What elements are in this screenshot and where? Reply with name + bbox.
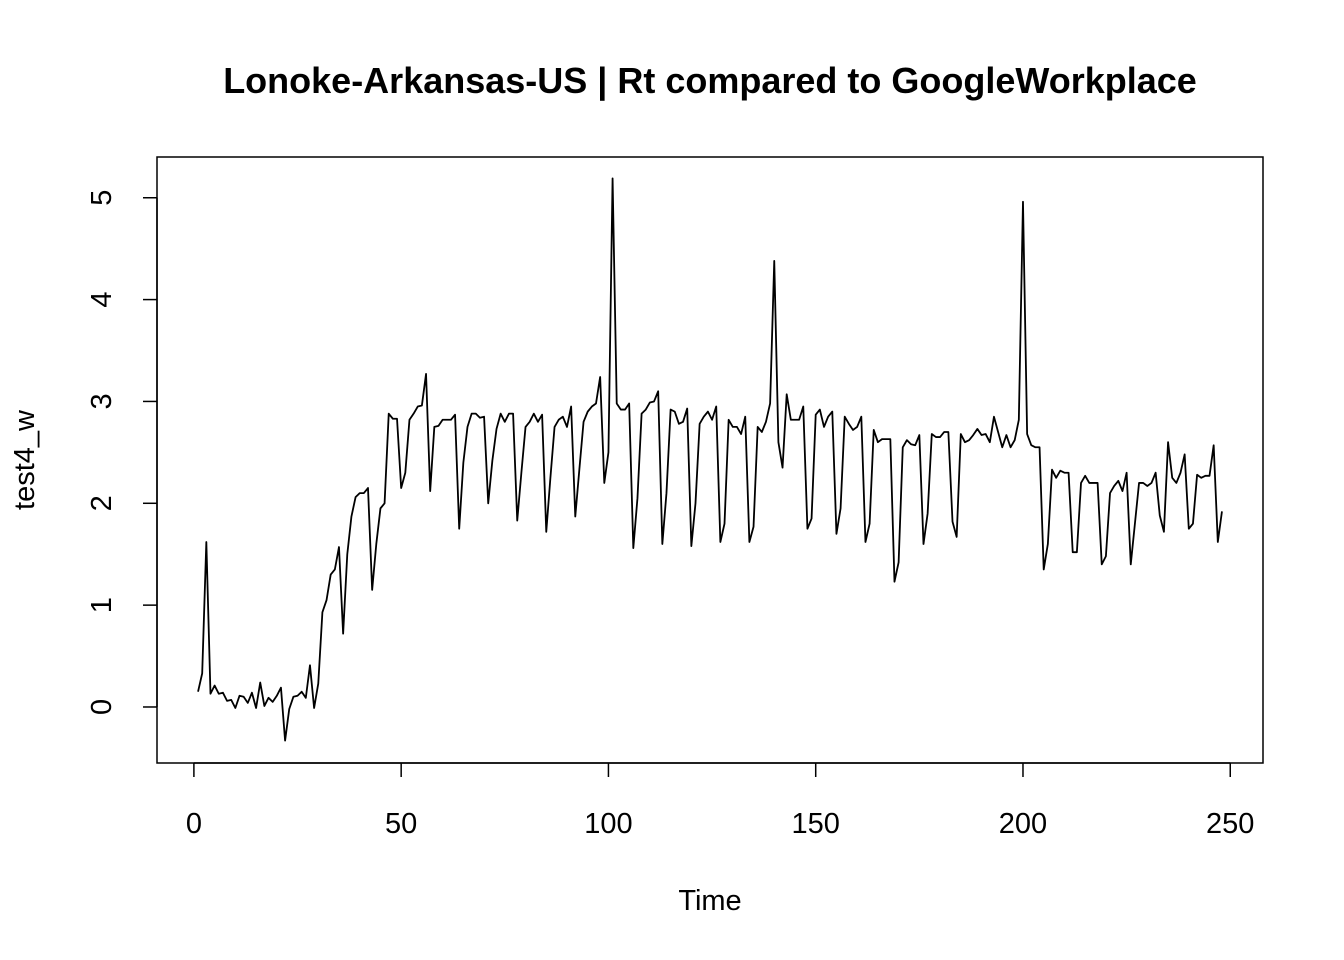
x-tick-label: 200 bbox=[999, 808, 1047, 840]
y-tick-label: 1 bbox=[86, 597, 118, 613]
x-tick-label: 50 bbox=[385, 808, 417, 840]
plot-frame bbox=[156, 156, 1264, 764]
y-tick-label: 3 bbox=[86, 393, 118, 409]
y-tick-label: 2 bbox=[86, 495, 118, 511]
y-tick-label: 0 bbox=[86, 699, 118, 715]
chart-title: Lonoke-Arkansas-US | Rt compared to Goog… bbox=[223, 60, 1197, 102]
y-axis: 0 1 2 3 4 5 bbox=[86, 190, 158, 715]
x-tick-label: 0 bbox=[186, 808, 202, 840]
y-axis-label: test4_w bbox=[9, 409, 41, 510]
x-tick-label: 250 bbox=[1206, 808, 1254, 840]
x-axis-label: Time bbox=[678, 885, 741, 917]
x-tick-label: 150 bbox=[792, 808, 840, 840]
y-tick-label: 5 bbox=[86, 190, 118, 206]
series-line bbox=[197, 177, 1223, 742]
x-tick-label: 100 bbox=[584, 808, 632, 840]
x-axis: 0 50 100 150 200 250 bbox=[186, 762, 1254, 840]
y-tick-label: 4 bbox=[86, 292, 118, 308]
